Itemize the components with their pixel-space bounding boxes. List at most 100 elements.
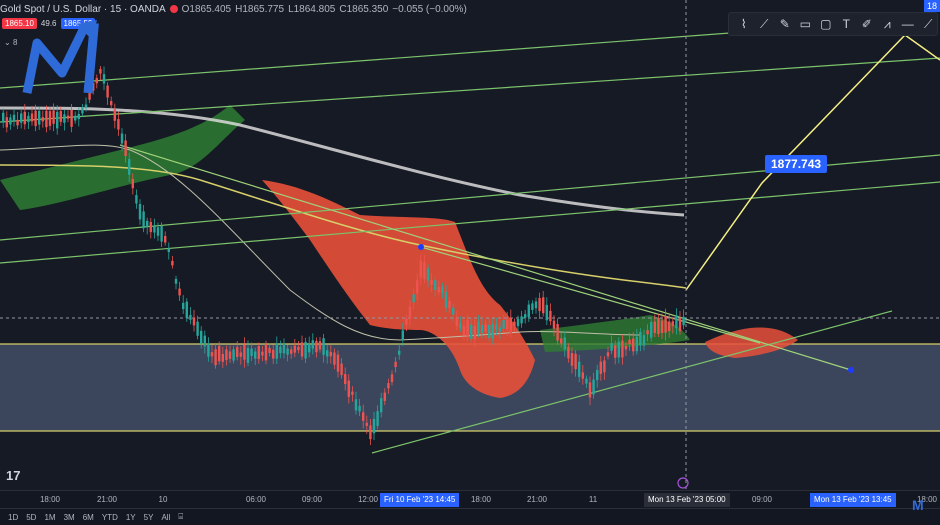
timeframe-ytd[interactable]: YTD <box>101 512 118 522</box>
candle-body <box>599 361 602 374</box>
text-icon[interactable]: T <box>842 17 850 31</box>
trendline-resistance-b <box>420 246 761 344</box>
market-status-icon <box>169 5 178 13</box>
brand-logo <box>22 20 99 94</box>
candle-body <box>660 320 664 333</box>
symbol-header: Gold Spot / U.S. Dollar · 15 · OANDA O18… <box>0 0 467 18</box>
candle-body <box>635 336 638 352</box>
candle-body <box>426 268 430 281</box>
timeframe-1m[interactable]: 1M <box>44 512 56 522</box>
candle-body <box>106 85 109 98</box>
horizontal-line-icon[interactable]: — <box>901 17 914 31</box>
price-chart[interactable] <box>0 0 940 490</box>
candle-body <box>585 378 588 384</box>
candle-body <box>621 340 624 358</box>
candle-body <box>38 111 41 125</box>
candle-body <box>448 300 451 309</box>
candle-body <box>88 89 91 100</box>
rectangle-icon[interactable]: ▢ <box>820 17 832 31</box>
trend-line-icon[interactable]: ⟋ <box>760 16 769 31</box>
candle-body <box>408 306 412 319</box>
candle-body <box>167 248 170 253</box>
candle-body <box>416 280 419 294</box>
candle-body <box>207 343 210 357</box>
candle-body <box>563 337 566 350</box>
time-tick: 06:00 <box>245 495 267 504</box>
drawing-toolbar: ⌇ ⟋ ✎ ▭ ▢ T ✐ ⩘ — ⟋ <box>728 12 938 36</box>
timeframe-5d[interactable]: 5D <box>26 512 37 522</box>
candle-body <box>664 316 667 333</box>
candle-body <box>588 382 592 398</box>
candle-body <box>95 77 98 84</box>
timeframe-all[interactable]: All <box>161 512 171 522</box>
candle-body <box>2 112 5 123</box>
candle-body <box>509 317 512 334</box>
candle-body <box>455 318 458 327</box>
candle-body <box>394 361 397 368</box>
candle-body <box>189 314 192 320</box>
candle-body <box>41 117 44 122</box>
trendline-support <box>371 310 893 454</box>
candle-body <box>110 101 113 106</box>
timeframe-3m[interactable]: 3M <box>63 512 75 522</box>
candle-body <box>498 327 502 332</box>
candle-body <box>480 325 484 333</box>
candle-body <box>452 307 455 315</box>
time-axis[interactable]: 18:00 21:00 10 06:00 09:00 12:00 Fri 10 … <box>0 490 940 509</box>
pencil-icon[interactable]: ✐ <box>861 17 872 31</box>
candle-body <box>344 374 347 385</box>
timeframe-6m[interactable]: 6M <box>82 512 94 522</box>
candle-body <box>318 341 322 350</box>
brush-icon[interactable]: ✎ <box>779 17 790 31</box>
candle-body <box>243 344 246 360</box>
candle-body <box>646 330 649 335</box>
indicators-count: 8 <box>12 38 18 47</box>
candle-body <box>297 346 300 351</box>
symbol-name[interactable]: Gold Spot / U.S. Dollar · 15 · OANDA <box>0 3 166 15</box>
candle-body <box>254 351 257 359</box>
timeframe-1y[interactable]: 1Y <box>125 512 136 522</box>
note-icon[interactable]: ▭ <box>799 17 811 31</box>
candle-body <box>5 117 8 128</box>
candle-body <box>113 109 116 121</box>
candle-body <box>182 302 185 310</box>
sell-button[interactable]: 1865.10 <box>2 18 37 29</box>
candle-body <box>268 347 271 353</box>
cursor-pen-icon[interactable]: ⌇ <box>740 17 747 31</box>
candle-body <box>603 360 606 373</box>
candle-body <box>549 310 552 322</box>
candle-body <box>650 322 653 338</box>
trendline-green-4 <box>0 181 940 264</box>
buy-button[interactable]: 1865.59 <box>60 18 96 29</box>
crosshair-time-label: Mon 13 Feb '23 05:00 <box>644 493 730 507</box>
candle-body <box>239 352 242 357</box>
candle-body <box>484 324 487 332</box>
candle-body <box>675 315 678 329</box>
candle-body <box>84 104 88 108</box>
indicators-toggle[interactable]: ⌄ 8 <box>4 38 18 47</box>
highlight-start-time: 14:45 <box>435 495 456 504</box>
candle-body <box>329 351 332 357</box>
candle-body <box>261 351 264 356</box>
candle-body <box>160 226 163 242</box>
candle-body <box>221 353 224 362</box>
candle-body <box>300 342 304 357</box>
candle-body <box>156 227 160 236</box>
pattern-icon[interactable]: ⩘ <box>883 16 891 31</box>
candle-body <box>477 321 480 335</box>
candle-body <box>77 113 80 120</box>
candle-body <box>12 114 16 122</box>
candle-body <box>250 348 253 356</box>
timeframe-1d[interactable]: 1D <box>8 512 19 522</box>
candle-body <box>52 110 55 124</box>
time-tick: 12:00 <box>357 495 379 504</box>
candle-body <box>264 344 268 361</box>
candle-body <box>120 133 124 144</box>
price-target-callout[interactable]: 1877.743 <box>765 155 828 173</box>
candle-body <box>185 301 188 318</box>
date-range-icon[interactable]: ⌸ <box>178 512 184 521</box>
candle-body <box>383 392 386 401</box>
candle-body <box>135 195 138 204</box>
ray-icon[interactable]: ⟋ <box>924 16 933 31</box>
timeframe-5y[interactable]: 5Y <box>143 512 154 522</box>
